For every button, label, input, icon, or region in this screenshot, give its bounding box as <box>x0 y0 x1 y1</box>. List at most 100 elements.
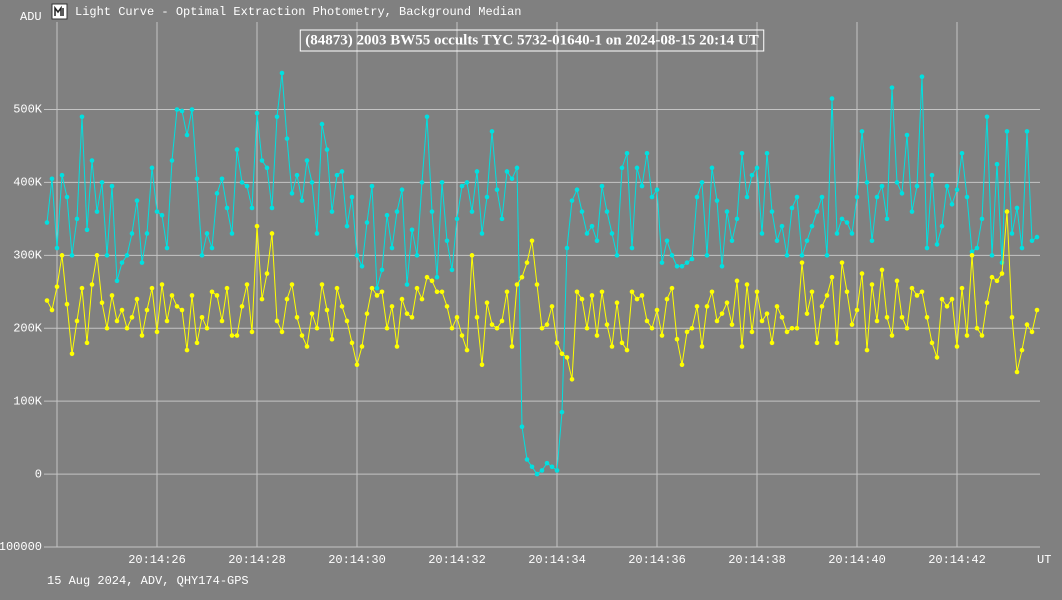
data-point <box>799 260 805 265</box>
data-point <box>354 362 360 368</box>
data-point <box>629 289 635 295</box>
data-point <box>374 285 380 291</box>
data-point <box>284 296 290 302</box>
data-point <box>594 333 600 338</box>
data-point <box>714 198 720 203</box>
data-point <box>274 114 280 120</box>
series-0 <box>44 70 1040 477</box>
data-point <box>414 285 420 291</box>
data-point <box>469 209 475 214</box>
data-point <box>624 150 630 156</box>
data-point <box>599 183 605 189</box>
data-point <box>954 344 960 349</box>
data-point <box>734 216 740 222</box>
data-point <box>419 180 425 185</box>
data-point <box>469 253 475 258</box>
data-point <box>394 209 400 214</box>
data-point <box>204 325 210 331</box>
data-point <box>704 253 710 258</box>
data-point <box>634 165 640 171</box>
data-point <box>1029 329 1035 335</box>
data-point <box>774 304 780 309</box>
data-point <box>44 220 50 225</box>
data-point <box>884 216 890 222</box>
data-point <box>734 278 740 284</box>
data-point <box>84 227 90 233</box>
data-point <box>204 231 210 236</box>
y-tick-label: 400K <box>13 176 43 190</box>
data-point <box>1009 231 1015 236</box>
series-1 <box>44 209 1040 382</box>
y-tick-label: 0 <box>35 467 42 481</box>
data-point <box>484 194 490 200</box>
data-point <box>554 340 560 346</box>
data-point <box>824 293 830 298</box>
data-point <box>384 212 390 218</box>
data-point <box>1014 369 1020 375</box>
data-point <box>694 194 700 200</box>
data-point <box>444 304 450 309</box>
data-point <box>119 307 125 313</box>
data-point <box>909 285 915 291</box>
data-point <box>174 107 180 112</box>
x-axis-label: UT <box>1037 553 1051 567</box>
data-point <box>644 318 650 324</box>
data-point <box>294 315 300 320</box>
data-point <box>534 282 540 287</box>
data-point <box>354 253 360 258</box>
data-point <box>144 231 150 236</box>
data-point <box>399 187 405 193</box>
data-point <box>439 180 445 185</box>
data-point <box>559 351 565 357</box>
data-point <box>769 209 775 214</box>
data-point <box>749 329 755 335</box>
data-point <box>259 158 265 163</box>
data-point <box>284 136 290 141</box>
data-point <box>934 355 940 360</box>
data-point <box>194 340 200 346</box>
data-point <box>589 223 595 229</box>
data-point <box>749 172 755 178</box>
data-point <box>814 340 820 346</box>
data-point <box>984 300 990 306</box>
data-point <box>709 289 715 295</box>
data-point <box>149 165 155 171</box>
data-point <box>184 347 190 353</box>
data-point <box>849 231 855 236</box>
data-point <box>369 183 375 189</box>
data-point <box>189 293 195 298</box>
data-point <box>899 191 905 196</box>
data-point <box>639 293 645 298</box>
data-point <box>459 183 465 189</box>
data-point <box>869 282 875 287</box>
data-point <box>249 329 255 335</box>
data-point <box>144 307 150 313</box>
y-tick-label: 100K <box>13 394 43 408</box>
data-point <box>944 304 950 309</box>
data-point <box>214 293 220 298</box>
data-point <box>859 129 865 134</box>
data-point <box>929 172 935 178</box>
data-point <box>59 253 65 258</box>
data-point <box>1034 307 1040 313</box>
data-point <box>1019 347 1025 353</box>
data-point <box>939 296 945 302</box>
data-point <box>779 223 785 229</box>
data-point <box>89 282 95 287</box>
data-point <box>94 209 100 214</box>
data-point <box>659 260 665 265</box>
data-point <box>504 169 510 174</box>
data-point <box>1004 129 1010 134</box>
data-point <box>829 274 835 280</box>
data-point <box>574 187 580 193</box>
data-point <box>419 296 425 302</box>
data-point <box>59 172 65 178</box>
data-point <box>729 322 735 327</box>
plot-area: -100000 0 100K 200K 300K 400K 500K 20:14:26 20:1… <box>0 22 1040 567</box>
data-point <box>374 293 380 298</box>
data-point <box>279 329 285 335</box>
data-point <box>784 329 790 335</box>
data-point <box>969 249 975 254</box>
data-point <box>349 340 355 346</box>
data-point <box>859 271 865 276</box>
